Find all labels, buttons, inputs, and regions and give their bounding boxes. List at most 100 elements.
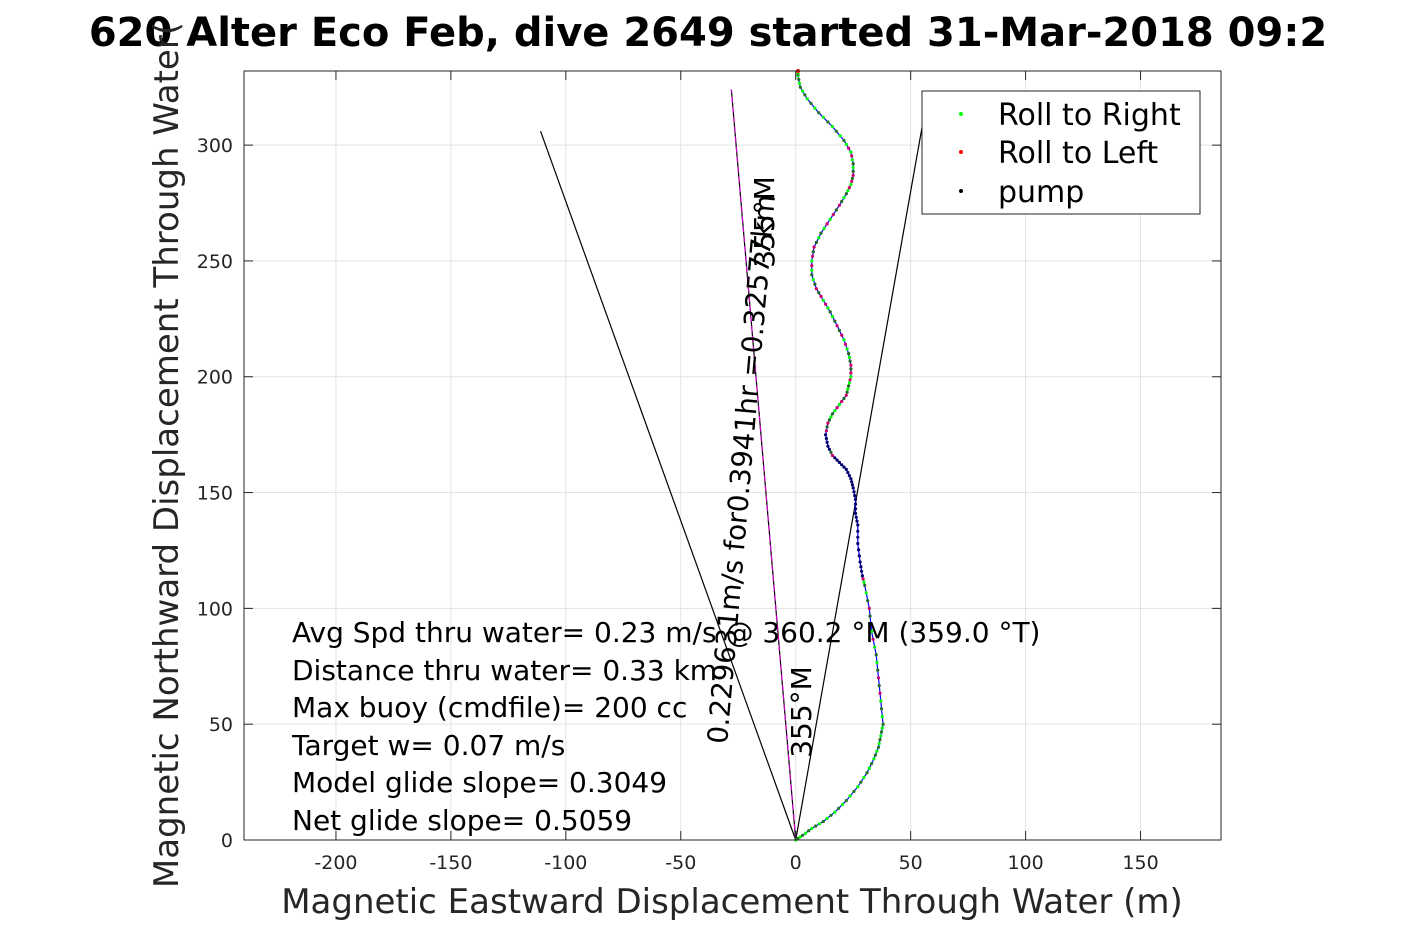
track-marker — [846, 189, 850, 193]
track-marker — [850, 176, 855, 180]
track-marker — [865, 771, 869, 775]
track-marker — [879, 730, 884, 734]
track-marker — [846, 387, 850, 391]
track-marker — [879, 734, 883, 738]
track-marker — [829, 450, 833, 454]
track-marker — [835, 406, 839, 410]
legend-marker-roll-left — [959, 150, 963, 154]
track-marker — [847, 474, 852, 478]
legend-marker-roll-right — [959, 112, 963, 116]
track-marker — [811, 250, 815, 254]
track-marker — [851, 169, 855, 173]
track-marker — [849, 375, 853, 379]
track-marker — [870, 762, 874, 766]
track-marker — [875, 749, 879, 753]
track-marker — [847, 381, 852, 385]
track-marker — [846, 470, 850, 475]
track-marker — [873, 753, 878, 757]
wedge-lines — [539, 126, 923, 841]
track-marker — [856, 785, 860, 789]
chart-title: 620 Alter Eco Feb, dive 2649 started 31-… — [89, 10, 1327, 56]
track-marker — [853, 497, 858, 502]
heading-line-dashed — [730, 89, 797, 841]
track-marker — [877, 684, 881, 688]
annotation-avg-speed: Avg Spd thru water= 0.23 m/s @ 360.2 °M … — [292, 616, 1040, 649]
track-marker — [844, 467, 848, 471]
track-marker — [868, 614, 872, 618]
track-marker — [840, 463, 844, 467]
y-tick-label: 50 — [209, 714, 233, 736]
track-marker — [851, 173, 855, 177]
track-marker — [850, 480, 854, 484]
track-marker — [796, 836, 800, 841]
track-marker — [833, 409, 837, 413]
track-marker — [847, 186, 852, 190]
track-marker — [844, 393, 848, 397]
track-marker — [810, 273, 814, 277]
track-marker — [814, 287, 819, 291]
track-marker — [849, 371, 853, 375]
plot-frame — [243, 70, 1222, 841]
track-marker — [835, 458, 839, 462]
track-marker — [844, 799, 848, 803]
track-marker — [817, 236, 821, 240]
track-marker — [843, 342, 848, 346]
track-marker — [813, 106, 817, 110]
track-marker — [810, 268, 814, 272]
wedge-line — [795, 126, 923, 841]
track-marker — [852, 490, 856, 494]
track-marker — [845, 347, 849, 351]
x-tick-label: 150 — [1122, 852, 1158, 874]
annotation-model-glide: Model glide slope= 0.3049 — [292, 766, 667, 799]
track-marker — [880, 714, 884, 719]
track-marker — [825, 425, 829, 429]
x-tick-label: -200 — [314, 852, 357, 874]
track-marker — [809, 101, 813, 105]
track-marker — [811, 254, 815, 258]
track-marker — [853, 511, 858, 515]
track-marker — [877, 741, 881, 746]
track-marker — [842, 396, 846, 400]
rotated-heading-label-lower: 355°M — [785, 666, 818, 758]
track-line — [795, 71, 884, 841]
track-marker — [849, 367, 853, 371]
rotated-heading-label-upper: 355°M — [748, 176, 781, 268]
track-marker — [850, 154, 854, 158]
track-marker — [850, 158, 855, 162]
track-marker — [871, 637, 875, 641]
track-marker — [844, 192, 848, 196]
track-marker — [826, 306, 830, 310]
track-marker — [837, 806, 841, 810]
track-marker — [828, 217, 832, 221]
track-marker — [837, 402, 842, 407]
track-marker — [805, 97, 809, 101]
track-marker — [856, 535, 860, 539]
track-marker — [803, 93, 807, 97]
track-marker — [822, 226, 826, 231]
x-tick-label: -50 — [665, 852, 696, 874]
track-marker — [798, 835, 802, 839]
track-marker — [837, 460, 842, 464]
track-marker — [797, 81, 802, 85]
x-axis-label: Magnetic Eastward Displacement Through W… — [281, 882, 1183, 922]
track-marker — [874, 653, 878, 657]
legend-label-roll-left: Roll to Left — [998, 136, 1158, 171]
track-marker — [847, 355, 852, 359]
track-marker — [825, 440, 829, 444]
track-marker — [848, 359, 852, 363]
track-marker — [870, 629, 874, 634]
track-marker — [821, 819, 825, 824]
track-marker — [814, 824, 818, 828]
legend: Roll to Right Roll to Left pump — [921, 90, 1201, 215]
track-marker — [851, 486, 855, 490]
track-marker — [801, 89, 805, 93]
track-marker — [878, 738, 882, 742]
y-tick-labels: 0 50 100 150 200 250 300 — [197, 135, 233, 852]
track-marker — [837, 328, 842, 332]
track-marker — [828, 310, 832, 314]
track-marker — [821, 298, 825, 302]
track-marker — [860, 569, 864, 573]
legend-box — [921, 90, 1201, 215]
annotation-net-glide: Net glide slope= 0.5059 — [292, 804, 632, 837]
track-marker — [840, 802, 845, 807]
